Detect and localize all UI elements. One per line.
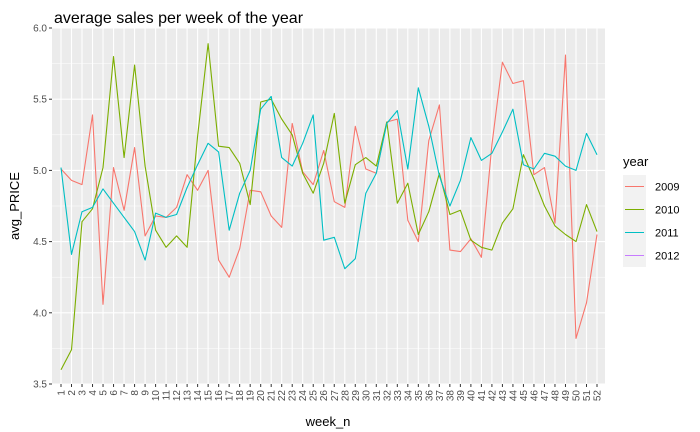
x-tick-label: 26 (319, 390, 330, 402)
x-tick-label: 47 (540, 390, 551, 402)
x-tick-label: 50 (572, 390, 583, 402)
x-tick-label: 5 (99, 390, 110, 396)
x-tick-label: 1 (57, 390, 68, 396)
x-tick-label: 52 (593, 390, 604, 402)
x-tick-label: 24 (298, 390, 309, 402)
x-tick-label: 40 (466, 390, 477, 402)
y-tick-label: 3.5 (33, 380, 47, 391)
x-tick-label: 29 (351, 390, 362, 402)
x-tick-label: 44 (508, 390, 519, 402)
x-tick-label: 20 (256, 390, 267, 402)
x-tick-label: 42 (487, 390, 498, 402)
x-tick-label: 37 (435, 390, 446, 402)
x-tick-label: 27 (330, 390, 341, 402)
x-axis: 1 2 3 4 5 6 7 8 9 10 11 12 13 14 15 16 17 18 19 20 21 22 23 24 2… (57, 384, 604, 401)
x-tick-label: 23 (288, 390, 299, 402)
legend-label: 2009 (655, 182, 679, 194)
x-tick-label: 2 (67, 390, 78, 396)
x-tick-label: 45 (519, 390, 530, 402)
series-layer (60, 43, 598, 371)
y-tick-label: 5.5 (33, 95, 47, 106)
x-tick-label: 19 (246, 390, 257, 402)
x-tick-label: 48 (551, 390, 562, 402)
x-axis-title: week_n (305, 414, 351, 429)
y-tick-label: 5.0 (33, 166, 47, 177)
chart-title: average sales per week of the year (54, 10, 304, 27)
y-tick-label: 4.5 (33, 237, 47, 248)
x-tick-label: 28 (340, 390, 351, 402)
x-tick-label: 49 (561, 390, 572, 402)
x-tick-label: 34 (403, 390, 414, 402)
x-tick-label: 35 (414, 390, 425, 402)
x-tick-label: 21 (267, 390, 278, 402)
gridlines (52, 27, 605, 385)
x-tick-label: 33 (393, 390, 404, 402)
y-tick-label: 6.0 (33, 24, 47, 35)
legend-label: 2011 (655, 228, 679, 240)
series-line-2010 (60, 43, 598, 371)
x-tick-label: 10 (151, 390, 162, 402)
legend: year 2009 2010 2011 2012 (623, 154, 679, 267)
x-tick-label: 14 (193, 390, 204, 402)
x-tick-label: 39 (456, 390, 467, 402)
x-tick-label: 17 (225, 390, 236, 402)
x-tick-label: 38 (445, 390, 456, 402)
x-tick-label: 43 (498, 390, 509, 402)
y-axis: 3.5 4.0 4.5 5.0 5.5 6.0 (33, 24, 52, 391)
x-tick-label: 6 (109, 390, 120, 396)
x-tick-label: 18 (235, 390, 246, 402)
series-line-2009 (60, 54, 598, 339)
x-tick-label: 36 (424, 390, 435, 402)
x-tick-label: 22 (277, 390, 288, 402)
y-axis-title: avg_PRICE (7, 172, 22, 240)
x-tick-label: 15 (204, 390, 215, 402)
legend-label: 2012 (655, 251, 679, 263)
x-tick-label: 8 (130, 390, 141, 396)
series-line-2011 (60, 87, 598, 270)
x-tick-label: 13 (183, 390, 194, 402)
x-tick-label: 25 (309, 390, 320, 402)
legend-label: 2010 (655, 205, 679, 217)
y-tick-label: 4.0 (33, 308, 47, 319)
x-tick-label: 32 (382, 390, 393, 402)
x-tick-label: 51 (582, 390, 593, 402)
legend-title: year (623, 154, 649, 169)
x-tick-label: 3 (78, 390, 89, 396)
x-tick-label: 41 (477, 390, 488, 402)
x-tick-label: 46 (529, 390, 540, 402)
x-tick-label: 31 (372, 390, 383, 402)
x-tick-label: 7 (120, 390, 131, 396)
x-tick-label: 4 (88, 390, 99, 396)
x-tick-label: 12 (172, 390, 183, 402)
x-tick-label: 30 (361, 390, 372, 402)
x-tick-label: 11 (162, 390, 173, 401)
x-tick-label: 9 (141, 390, 152, 396)
x-tick-label: 16 (214, 390, 225, 402)
